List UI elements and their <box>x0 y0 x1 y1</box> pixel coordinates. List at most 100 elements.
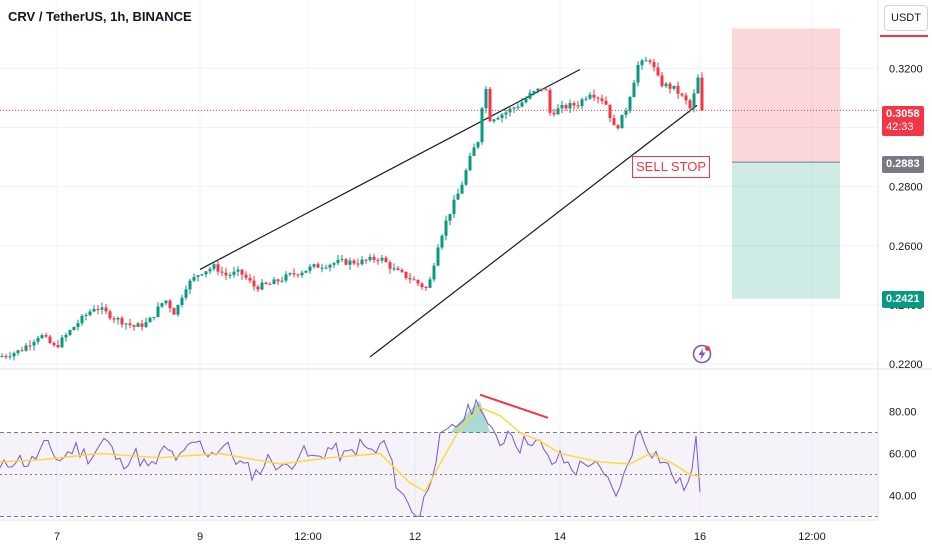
candle-body <box>696 77 700 94</box>
candle-body <box>652 61 656 68</box>
candle-body <box>340 259 344 261</box>
candle-body <box>284 274 288 281</box>
candle-body <box>676 85 680 94</box>
candle-body <box>0 356 4 358</box>
price-tick-label: 0.2600 <box>889 241 923 253</box>
candle-body <box>484 88 488 109</box>
candle-body <box>548 90 552 113</box>
candle-body <box>376 259 380 261</box>
rsi-ma-line <box>0 406 701 492</box>
candle-body <box>316 264 320 268</box>
candle-body <box>584 98 588 100</box>
candle-body <box>636 65 640 83</box>
candle-body <box>372 256 376 260</box>
candle-body <box>148 317 152 323</box>
rsi-divergence-line <box>479 393 549 419</box>
candle-body <box>160 303 164 307</box>
candle-body <box>44 335 48 337</box>
candle-body <box>692 93 696 109</box>
candle-body <box>420 283 424 288</box>
candle-body <box>464 170 468 185</box>
candle-body <box>228 274 232 276</box>
rsi-tick-label: 40.00 <box>889 491 917 503</box>
candle-body <box>240 269 244 275</box>
time-tick-label: 16 <box>694 531 706 543</box>
candle-body <box>596 97 600 99</box>
lightning-alert-icon[interactable] <box>692 344 712 364</box>
candle-body <box>96 309 100 311</box>
candle-body <box>620 114 624 129</box>
candle-body <box>368 256 372 261</box>
candle-body <box>512 107 516 109</box>
candle-body <box>400 270 404 272</box>
candle-body <box>572 103 576 106</box>
candle-body <box>208 268 212 272</box>
candle-body <box>700 77 704 111</box>
candle-body <box>488 88 492 122</box>
candle-body <box>136 323 140 327</box>
currency-unit-button[interactable]: USDT <box>884 5 928 31</box>
price-tick-label: 0.2200 <box>889 359 923 371</box>
price-channel <box>199 68 698 358</box>
candle-body <box>168 300 172 309</box>
candle-body <box>92 309 96 312</box>
time-tick-label: 12:00 <box>294 531 322 543</box>
candle-body <box>672 85 676 89</box>
candle-body <box>260 282 264 290</box>
candle-body <box>516 106 520 108</box>
candle-body <box>632 82 636 98</box>
candle-body <box>232 271 236 275</box>
candle-body <box>440 235 444 248</box>
candle-body <box>588 94 592 99</box>
rsi-tick-label: 80.00 <box>889 407 917 419</box>
candle-body <box>4 356 8 358</box>
candle-body <box>660 75 664 87</box>
candle-body <box>336 259 340 264</box>
candle-body <box>264 282 268 284</box>
candle-body <box>412 279 416 281</box>
candle-body <box>300 272 304 276</box>
candle-body <box>332 263 336 265</box>
candle-body <box>80 315 84 324</box>
candle-body <box>628 97 632 111</box>
candle-body <box>524 98 528 103</box>
candle-body <box>132 325 136 327</box>
time-tick-label: 9 <box>197 531 203 543</box>
candle-body <box>384 257 388 263</box>
entry-price-badge: 0.2883 <box>882 156 924 173</box>
rsi-line <box>0 398 701 517</box>
candle-body <box>68 330 72 335</box>
candle-body <box>196 275 200 277</box>
candle-body <box>408 277 412 280</box>
candle-body <box>644 60 648 62</box>
candle-body <box>64 334 68 338</box>
candle-body <box>456 193 460 200</box>
candle-body <box>72 327 76 331</box>
candle-body <box>140 323 144 327</box>
time-tick-label: 7 <box>54 531 60 543</box>
candle-body <box>568 103 572 109</box>
candle-body <box>88 311 92 316</box>
time-tick-label: 12 <box>409 531 421 543</box>
candle-body <box>444 220 448 236</box>
candle-body <box>320 267 324 269</box>
candle-body <box>124 323 128 325</box>
candle-body <box>164 300 168 304</box>
chart-title: CRV / TetherUS, 1h, BINANCE <box>8 9 192 24</box>
time-tick-label: 12:00 <box>798 531 826 543</box>
candle-body <box>436 247 440 266</box>
candle-body <box>560 105 564 109</box>
current-price-value: 0.3058 <box>886 108 920 120</box>
candle-body <box>200 274 204 276</box>
candle-body <box>492 119 496 122</box>
candle-body <box>172 308 176 315</box>
candle-body <box>100 307 104 310</box>
candle-body <box>520 102 524 107</box>
candle-body <box>608 104 612 119</box>
candle-body <box>192 276 196 281</box>
candle-body <box>544 89 548 91</box>
candle-body <box>184 289 188 298</box>
candle-body <box>120 317 124 325</box>
